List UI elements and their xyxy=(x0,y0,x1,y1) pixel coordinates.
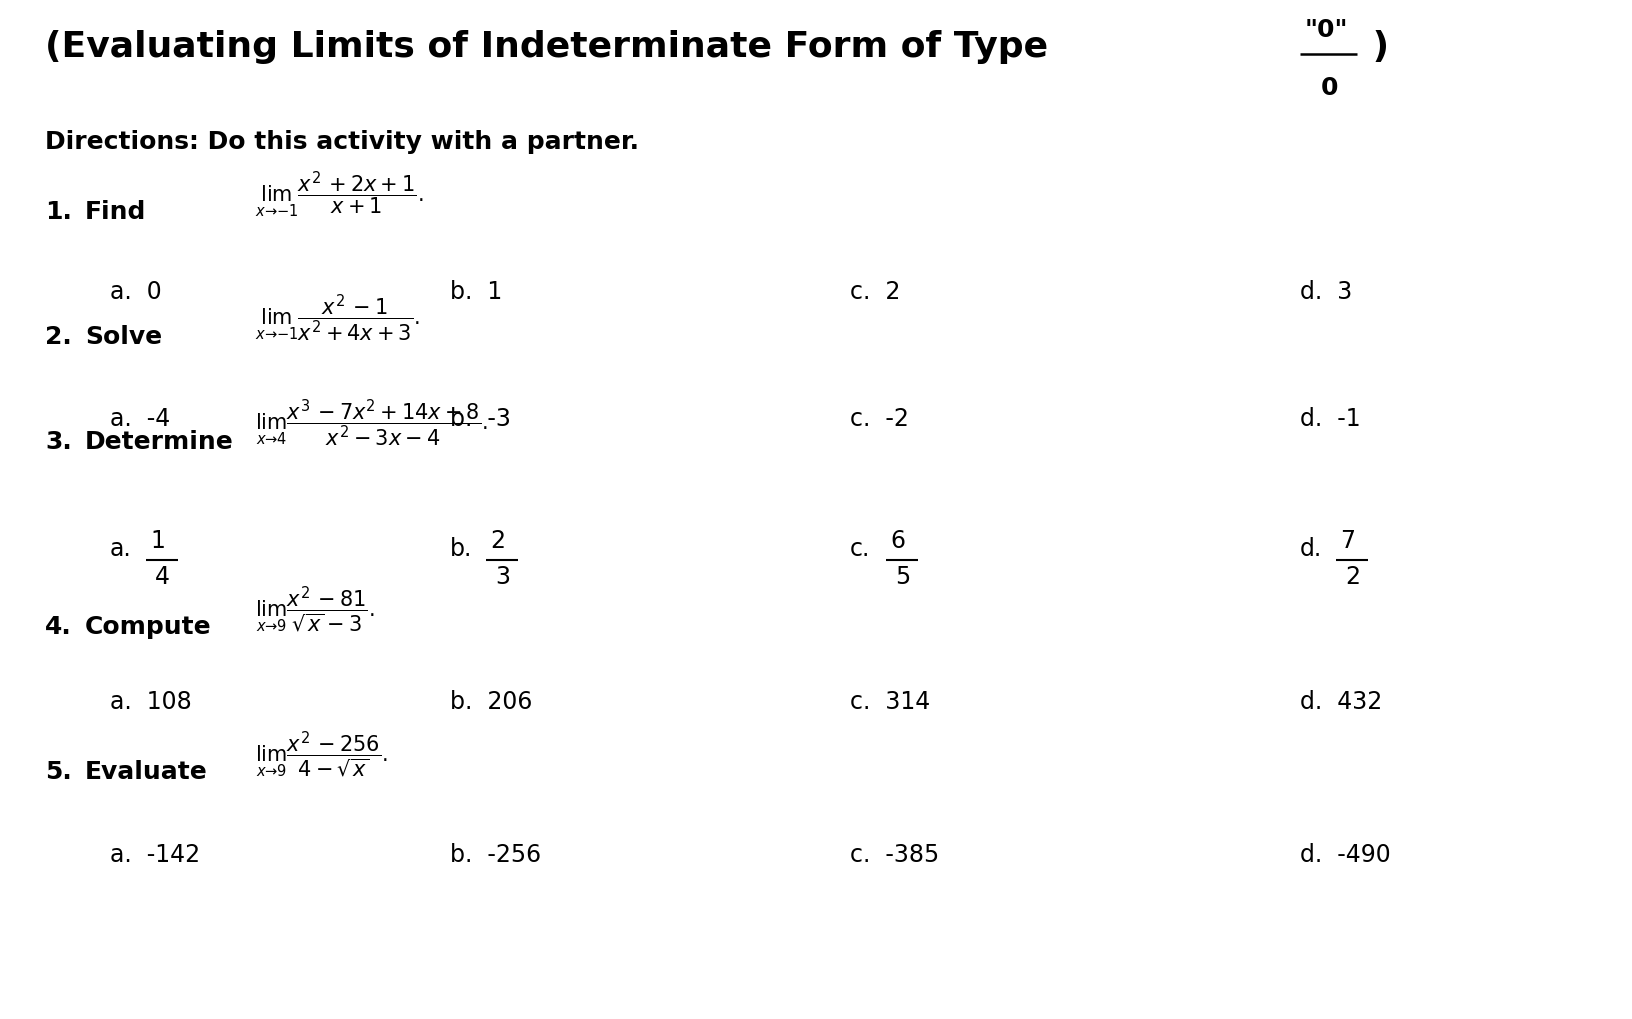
Text: a.  108: a. 108 xyxy=(109,690,191,714)
Text: 4.: 4. xyxy=(46,615,72,639)
Text: 2.: 2. xyxy=(46,325,72,348)
Text: c.  314: c. 314 xyxy=(850,690,930,714)
Text: c.  -385: c. -385 xyxy=(850,843,940,867)
Text: 4: 4 xyxy=(155,565,170,589)
Text: $\lim_{x\to 4}\dfrac{x^3-7x^2+14x-8}{x^2-3x-4}.$: $\lim_{x\to 4}\dfrac{x^3-7x^2+14x-8}{x^2… xyxy=(255,397,488,449)
Text: b.  1: b. 1 xyxy=(450,280,503,304)
Text: c.  2: c. 2 xyxy=(850,280,901,304)
Text: Directions: Do this activity with a partner.: Directions: Do this activity with a part… xyxy=(46,130,640,154)
Text: d.  -490: d. -490 xyxy=(1301,843,1390,867)
Text: (Evaluating Limits of Indeterminate Form of Type: (Evaluating Limits of Indeterminate Form… xyxy=(46,30,1061,64)
Text: 2: 2 xyxy=(1345,565,1359,589)
Text: d.: d. xyxy=(1301,537,1322,561)
Text: $\lim_{x\to 9}\dfrac{x^2-81}{\sqrt{x}-3}.$: $\lim_{x\to 9}\dfrac{x^2-81}{\sqrt{x}-3}… xyxy=(255,584,375,634)
Text: b.: b. xyxy=(450,537,472,561)
Text: 2: 2 xyxy=(490,529,504,553)
Text: $\lim_{x\to -1}\dfrac{x^2-1}{x^2+4x+3}.$: $\lim_{x\to -1}\dfrac{x^2-1}{x^2+4x+3}.$ xyxy=(255,292,419,344)
Text: 1.: 1. xyxy=(46,200,72,224)
Text: a.  0: a. 0 xyxy=(109,280,162,304)
Text: Compute: Compute xyxy=(85,615,212,639)
Text: "0": "0" xyxy=(1306,18,1348,42)
Text: a.: a. xyxy=(109,537,132,561)
Text: 3: 3 xyxy=(494,565,511,589)
Text: 1: 1 xyxy=(150,529,165,553)
Text: a.  -4: a. -4 xyxy=(109,407,170,431)
Text: Evaluate: Evaluate xyxy=(85,760,207,784)
Text: d.  -1: d. -1 xyxy=(1301,407,1361,431)
Text: b.  -256: b. -256 xyxy=(450,843,542,867)
Text: 6: 6 xyxy=(889,529,906,553)
Text: Determine: Determine xyxy=(85,430,233,454)
Text: b.  -3: b. -3 xyxy=(450,407,511,431)
Text: Find: Find xyxy=(85,200,147,224)
Text: $\lim_{x\to 9}\dfrac{x^2-256}{4-\sqrt{x}}.$: $\lim_{x\to 9}\dfrac{x^2-256}{4-\sqrt{x}… xyxy=(255,730,388,779)
Text: ): ) xyxy=(1359,30,1389,64)
Text: Solve: Solve xyxy=(85,325,162,348)
Text: 7: 7 xyxy=(1340,529,1355,553)
Text: 5.: 5. xyxy=(46,760,72,784)
Text: 5: 5 xyxy=(894,565,911,589)
Text: 3.: 3. xyxy=(46,430,72,454)
Text: c.: c. xyxy=(850,537,870,561)
Text: a.  -142: a. -142 xyxy=(109,843,201,867)
Text: b.  206: b. 206 xyxy=(450,690,532,714)
Text: d.  432: d. 432 xyxy=(1301,690,1382,714)
Text: d.  3: d. 3 xyxy=(1301,280,1353,304)
Text: c.  -2: c. -2 xyxy=(850,407,909,431)
Text: 0: 0 xyxy=(1320,76,1338,100)
Text: $\lim_{x\to -1}\dfrac{x^2+2x+1}{x+1}.$: $\lim_{x\to -1}\dfrac{x^2+2x+1}{x+1}.$ xyxy=(255,169,424,219)
